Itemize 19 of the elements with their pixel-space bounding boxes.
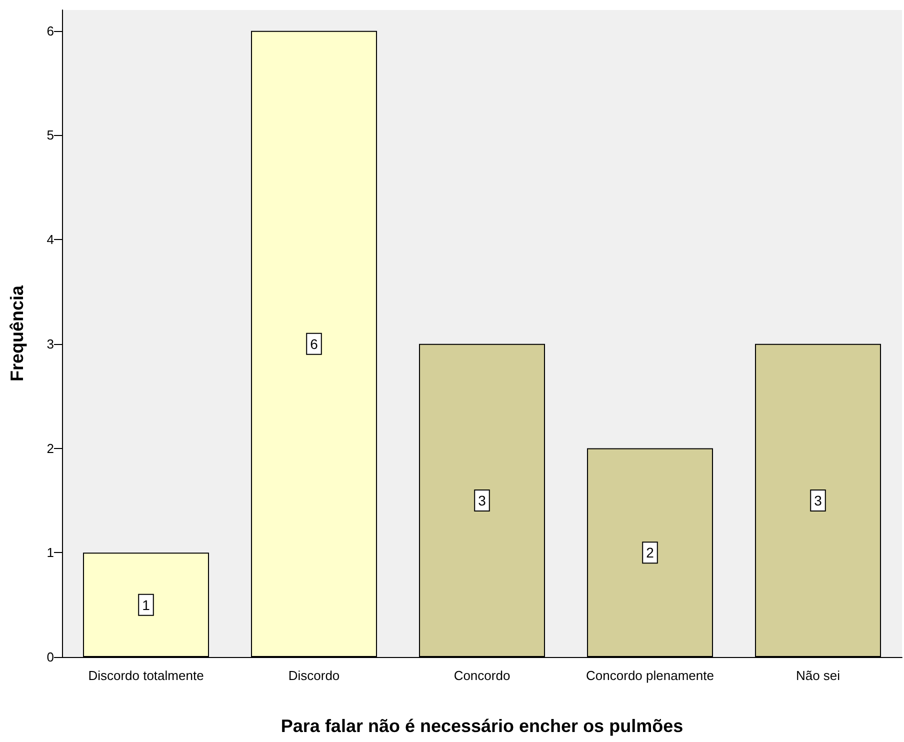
x-tick-label: Discordo [288, 668, 340, 683]
y-tick-label: 6 [46, 23, 54, 38]
y-tick-label: 5 [46, 128, 54, 143]
x-tick-label: Concordo plenamente [586, 668, 714, 683]
data-label: 2 [646, 544, 654, 561]
y-tick-label: 2 [46, 440, 54, 456]
data-label: 6 [310, 336, 318, 352]
x-axis-title: Para falar não é necessário encher os pulmões [280, 716, 684, 736]
y-tick-label: 3 [46, 336, 54, 352]
y-tick-label: 4 [46, 232, 54, 248]
data-label: 3 [814, 492, 822, 508]
x-tick-label: Concordo [454, 668, 510, 683]
x-tick-label: Não sei [796, 668, 840, 683]
data-label: 1 [142, 596, 150, 613]
data-label: 3 [478, 492, 486, 508]
y-axis-title: Frequência [7, 284, 27, 382]
y-tick-label: 0 [46, 650, 54, 664]
y-tick-label: 1 [46, 545, 54, 560]
x-tick-label: Discordo totalmente [88, 668, 204, 683]
